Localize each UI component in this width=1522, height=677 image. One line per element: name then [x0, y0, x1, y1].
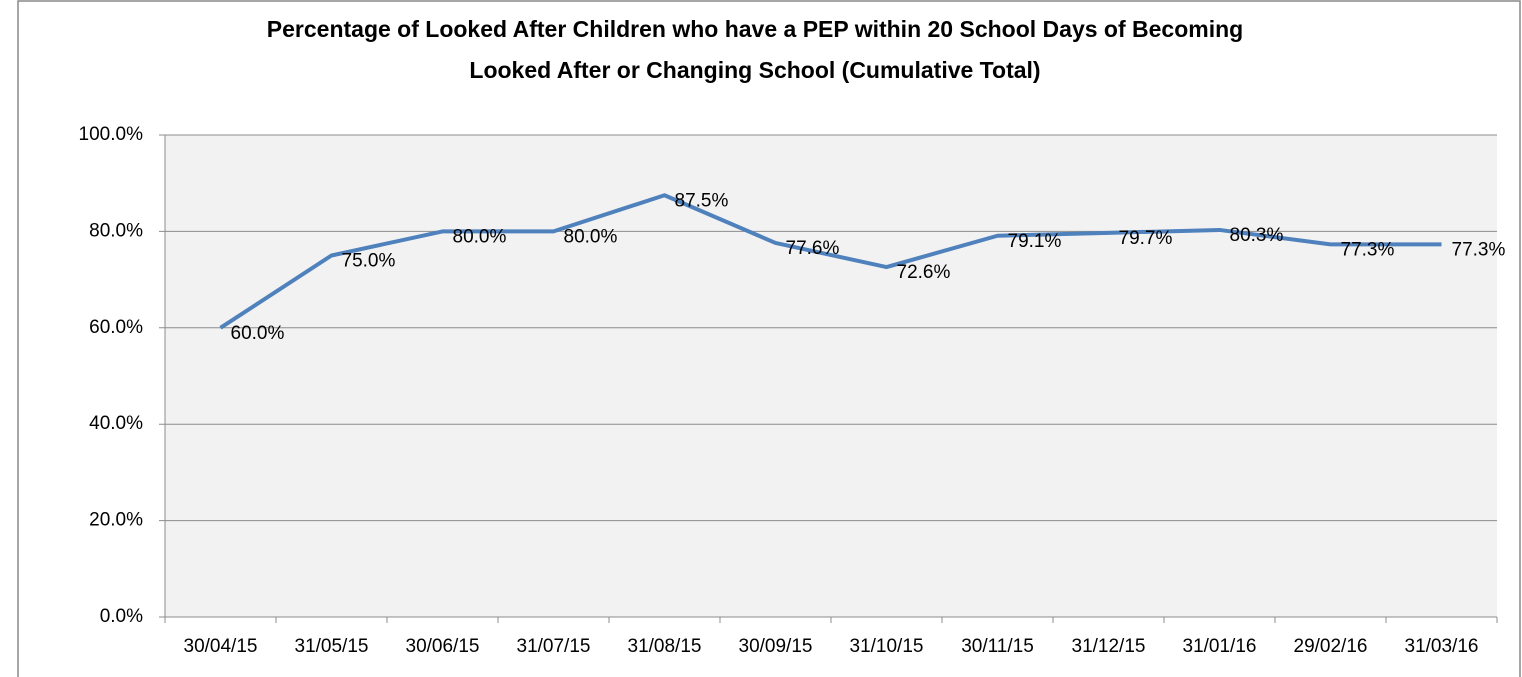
data-label: 77.3%	[1341, 239, 1395, 260]
data-label: 87.5%	[675, 190, 729, 211]
data-label: 77.3%	[1452, 239, 1506, 260]
data-label: 75.0%	[342, 251, 396, 272]
data-label: 77.6%	[786, 238, 840, 259]
x-tick-label: 31/12/15	[1072, 636, 1146, 657]
data-label: 79.1%	[1008, 231, 1062, 252]
y-tick-label: 60.0%	[89, 317, 143, 338]
y-tick-label: 100.0%	[79, 124, 144, 145]
x-tick-label: 30/06/15	[406, 636, 480, 657]
x-tick-label: 30/09/15	[739, 636, 813, 657]
data-label: 72.6%	[897, 262, 951, 283]
y-tick-label: 40.0%	[89, 413, 143, 434]
data-label: 79.7%	[1119, 228, 1173, 249]
x-tick-label: 31/08/15	[628, 636, 702, 657]
x-tick-label: 30/04/15	[184, 636, 258, 657]
chart-title: Percentage of Looked After Children who …	[267, 16, 1243, 42]
x-tick-label: 30/11/15	[961, 636, 1034, 657]
x-tick-label: 31/10/15	[850, 636, 924, 657]
y-tick-label: 20.0%	[89, 510, 143, 531]
y-tick-label: 80.0%	[89, 220, 143, 241]
line	[219, 193, 1442, 330]
x-tick-label: 31/03/16	[1405, 636, 1479, 657]
x-tick-label: 31/05/15	[295, 636, 369, 657]
x-tick-label: 31/01/16	[1183, 636, 1257, 657]
x-tick-label: 31/07/15	[517, 636, 591, 657]
data-label: 80.3%	[1230, 225, 1284, 246]
data-label: 80.0%	[453, 226, 507, 247]
data-label: 60.0%	[231, 323, 285, 344]
x-tick-label: 29/02/16	[1294, 636, 1368, 657]
data-label: 80.0%	[564, 226, 618, 247]
y-tick-label: 0.0%	[100, 606, 143, 627]
plot-area	[165, 135, 1497, 617]
chart-title: Looked After or Changing School (Cumulat…	[469, 57, 1040, 83]
